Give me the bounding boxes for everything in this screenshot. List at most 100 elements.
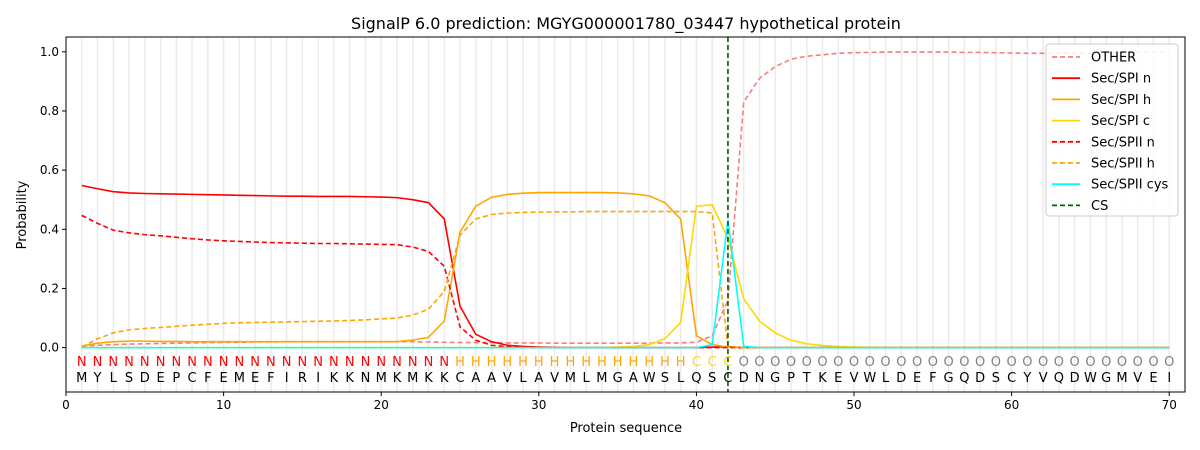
legend-box xyxy=(1045,43,1179,217)
region-label: N xyxy=(203,355,213,370)
residue-label: C xyxy=(723,371,732,386)
region-label: H xyxy=(613,355,623,370)
region-label: O xyxy=(817,355,827,370)
residue-label: E xyxy=(913,371,921,386)
region-label: N xyxy=(156,355,166,370)
residue-label: I xyxy=(316,371,320,386)
region-label: O xyxy=(1133,355,1143,370)
series-line-sec-spi-c xyxy=(81,203,1170,349)
residue-label: S xyxy=(661,371,669,386)
y-axis-label: Probability xyxy=(15,180,30,249)
region-label: N xyxy=(234,355,244,370)
region-label: O xyxy=(1022,355,1032,370)
series-line-other xyxy=(81,51,1170,347)
region-label: H xyxy=(455,355,465,370)
residue-label: G xyxy=(613,371,623,386)
residue-label: A xyxy=(487,371,496,386)
residue-label: K xyxy=(330,371,339,386)
region-label: H xyxy=(581,355,591,370)
residue-label: G xyxy=(770,371,780,386)
y-tick-label: 0.4 xyxy=(40,222,59,236)
legend-label: Sec/SPII cys xyxy=(1091,178,1169,193)
residue-label: E xyxy=(1149,371,1157,386)
x-tick-label: 0 xyxy=(62,398,70,412)
region-label: O xyxy=(880,355,890,370)
residue-label: M xyxy=(407,371,418,386)
x-tick-label: 20 xyxy=(374,398,389,412)
legend-label: OTHER xyxy=(1091,51,1136,66)
region-label: N xyxy=(282,355,292,370)
residue-label: D xyxy=(739,371,749,386)
region-label: N xyxy=(108,355,118,370)
region-label: O xyxy=(943,355,953,370)
chart-title: SignalP 6.0 prediction: MGYG000001780_03… xyxy=(351,14,901,34)
y-tick-label: 0.0 xyxy=(40,341,59,355)
y-tick-label: 1.0 xyxy=(40,45,59,59)
y-tick-label: 0.6 xyxy=(40,163,59,177)
region-label: H xyxy=(565,355,575,370)
residue-label: Q xyxy=(1054,371,1064,386)
region-label: O xyxy=(754,355,764,370)
residue-label: K xyxy=(393,371,402,386)
region-label: N xyxy=(408,355,418,370)
region-label: O xyxy=(1148,355,1158,370)
residue-label: R xyxy=(298,371,307,386)
residue-label: E xyxy=(219,371,227,386)
region-label: H xyxy=(660,355,670,370)
residue-label: S xyxy=(708,371,716,386)
legend-label: Sec/SPII n xyxy=(1091,135,1155,150)
legend-label: CS xyxy=(1091,199,1108,214)
residue-label: V xyxy=(850,371,859,386)
residue-label: W xyxy=(643,371,656,386)
residue-label: Y xyxy=(93,371,102,386)
region-label: O xyxy=(1054,355,1064,370)
residue-label: F xyxy=(267,371,274,386)
region-label: O xyxy=(770,355,780,370)
region-label: O xyxy=(739,355,749,370)
residue-label: A xyxy=(471,371,480,386)
series-line-sec-spii-n xyxy=(81,214,1170,349)
residue-label: S xyxy=(125,371,133,386)
region-label: N xyxy=(171,355,181,370)
region-label: H xyxy=(628,355,638,370)
residue-label: K xyxy=(345,371,354,386)
residue-label: E xyxy=(251,371,259,386)
residue-label: N xyxy=(361,371,371,386)
residue-label: M xyxy=(376,371,387,386)
region-label: O xyxy=(833,355,843,370)
residue-label: Y xyxy=(1022,371,1031,386)
region-label: N xyxy=(329,355,339,370)
legend-label: Sec/SPI c xyxy=(1091,114,1150,129)
residue-label: D xyxy=(896,371,906,386)
residue-label: W xyxy=(1084,371,1097,386)
residue-label: F xyxy=(204,371,211,386)
x-tick-label: 30 xyxy=(531,398,546,412)
region-label: O xyxy=(1164,355,1174,370)
region-label: N xyxy=(345,355,355,370)
region-label: O xyxy=(1085,355,1095,370)
residue-label: V xyxy=(1039,371,1048,386)
residue-label: K xyxy=(818,371,827,386)
region-label: H xyxy=(471,355,481,370)
region-label: N xyxy=(313,355,323,370)
region-label: O xyxy=(912,355,922,370)
residue-label: Q xyxy=(959,371,969,386)
residue-label: K xyxy=(440,371,449,386)
residue-label: G xyxy=(1101,371,1111,386)
x-tick-label: 10 xyxy=(216,398,231,412)
residue-label: D xyxy=(975,371,985,386)
residue-label: E xyxy=(834,371,842,386)
series-line-sec-spii-h xyxy=(81,210,1170,349)
residue-label: C xyxy=(188,371,197,386)
residue-label: L xyxy=(677,371,685,386)
region-label: N xyxy=(298,355,308,370)
region-label: N xyxy=(424,355,434,370)
series-line-sec-spi-n xyxy=(81,184,1170,349)
residue-label: A xyxy=(534,371,543,386)
region-label: H xyxy=(644,355,654,370)
region-label: O xyxy=(928,355,938,370)
residue-label: W xyxy=(863,371,876,386)
legend-label: Sec/SPI h xyxy=(1091,93,1151,108)
residue-label: L xyxy=(519,371,527,386)
